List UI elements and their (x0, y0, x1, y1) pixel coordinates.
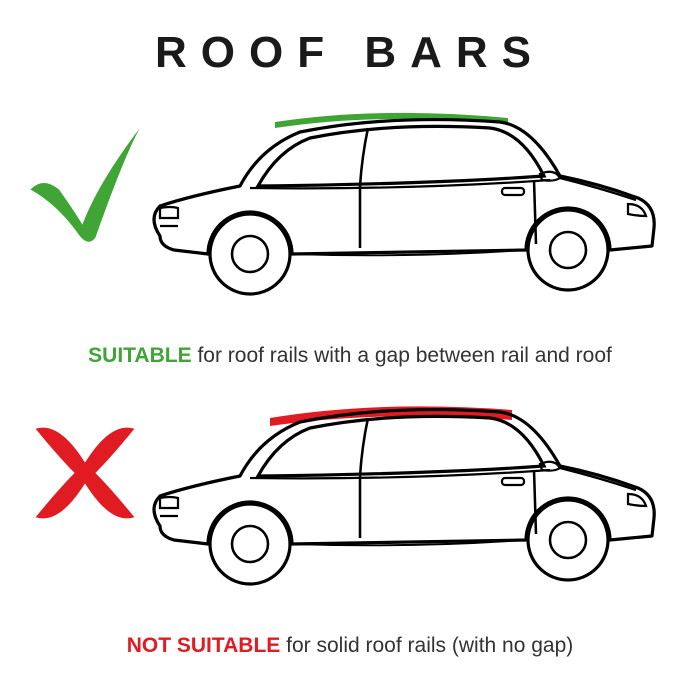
panel-suitable: SUITABLE for roof rails with a gap betwe… (0, 88, 700, 378)
caption: NOT SUITABLE for solid roof rails (with … (0, 634, 700, 658)
car-illustration (130, 88, 670, 328)
caption: SUITABLE for roof rails with a gap betwe… (0, 344, 700, 368)
caption-rest: for solid roof rails (with no gap) (280, 634, 573, 657)
page-title: ROOF BARS (0, 0, 700, 88)
car-illustration (130, 378, 670, 618)
caption-lead: SUITABLE (88, 344, 191, 367)
caption-lead: NOT SUITABLE (127, 634, 281, 657)
panel-not-suitable: NOT SUITABLE for solid roof rails (with … (0, 378, 700, 668)
caption-rest: for roof rails with a gap between rail a… (192, 344, 612, 367)
